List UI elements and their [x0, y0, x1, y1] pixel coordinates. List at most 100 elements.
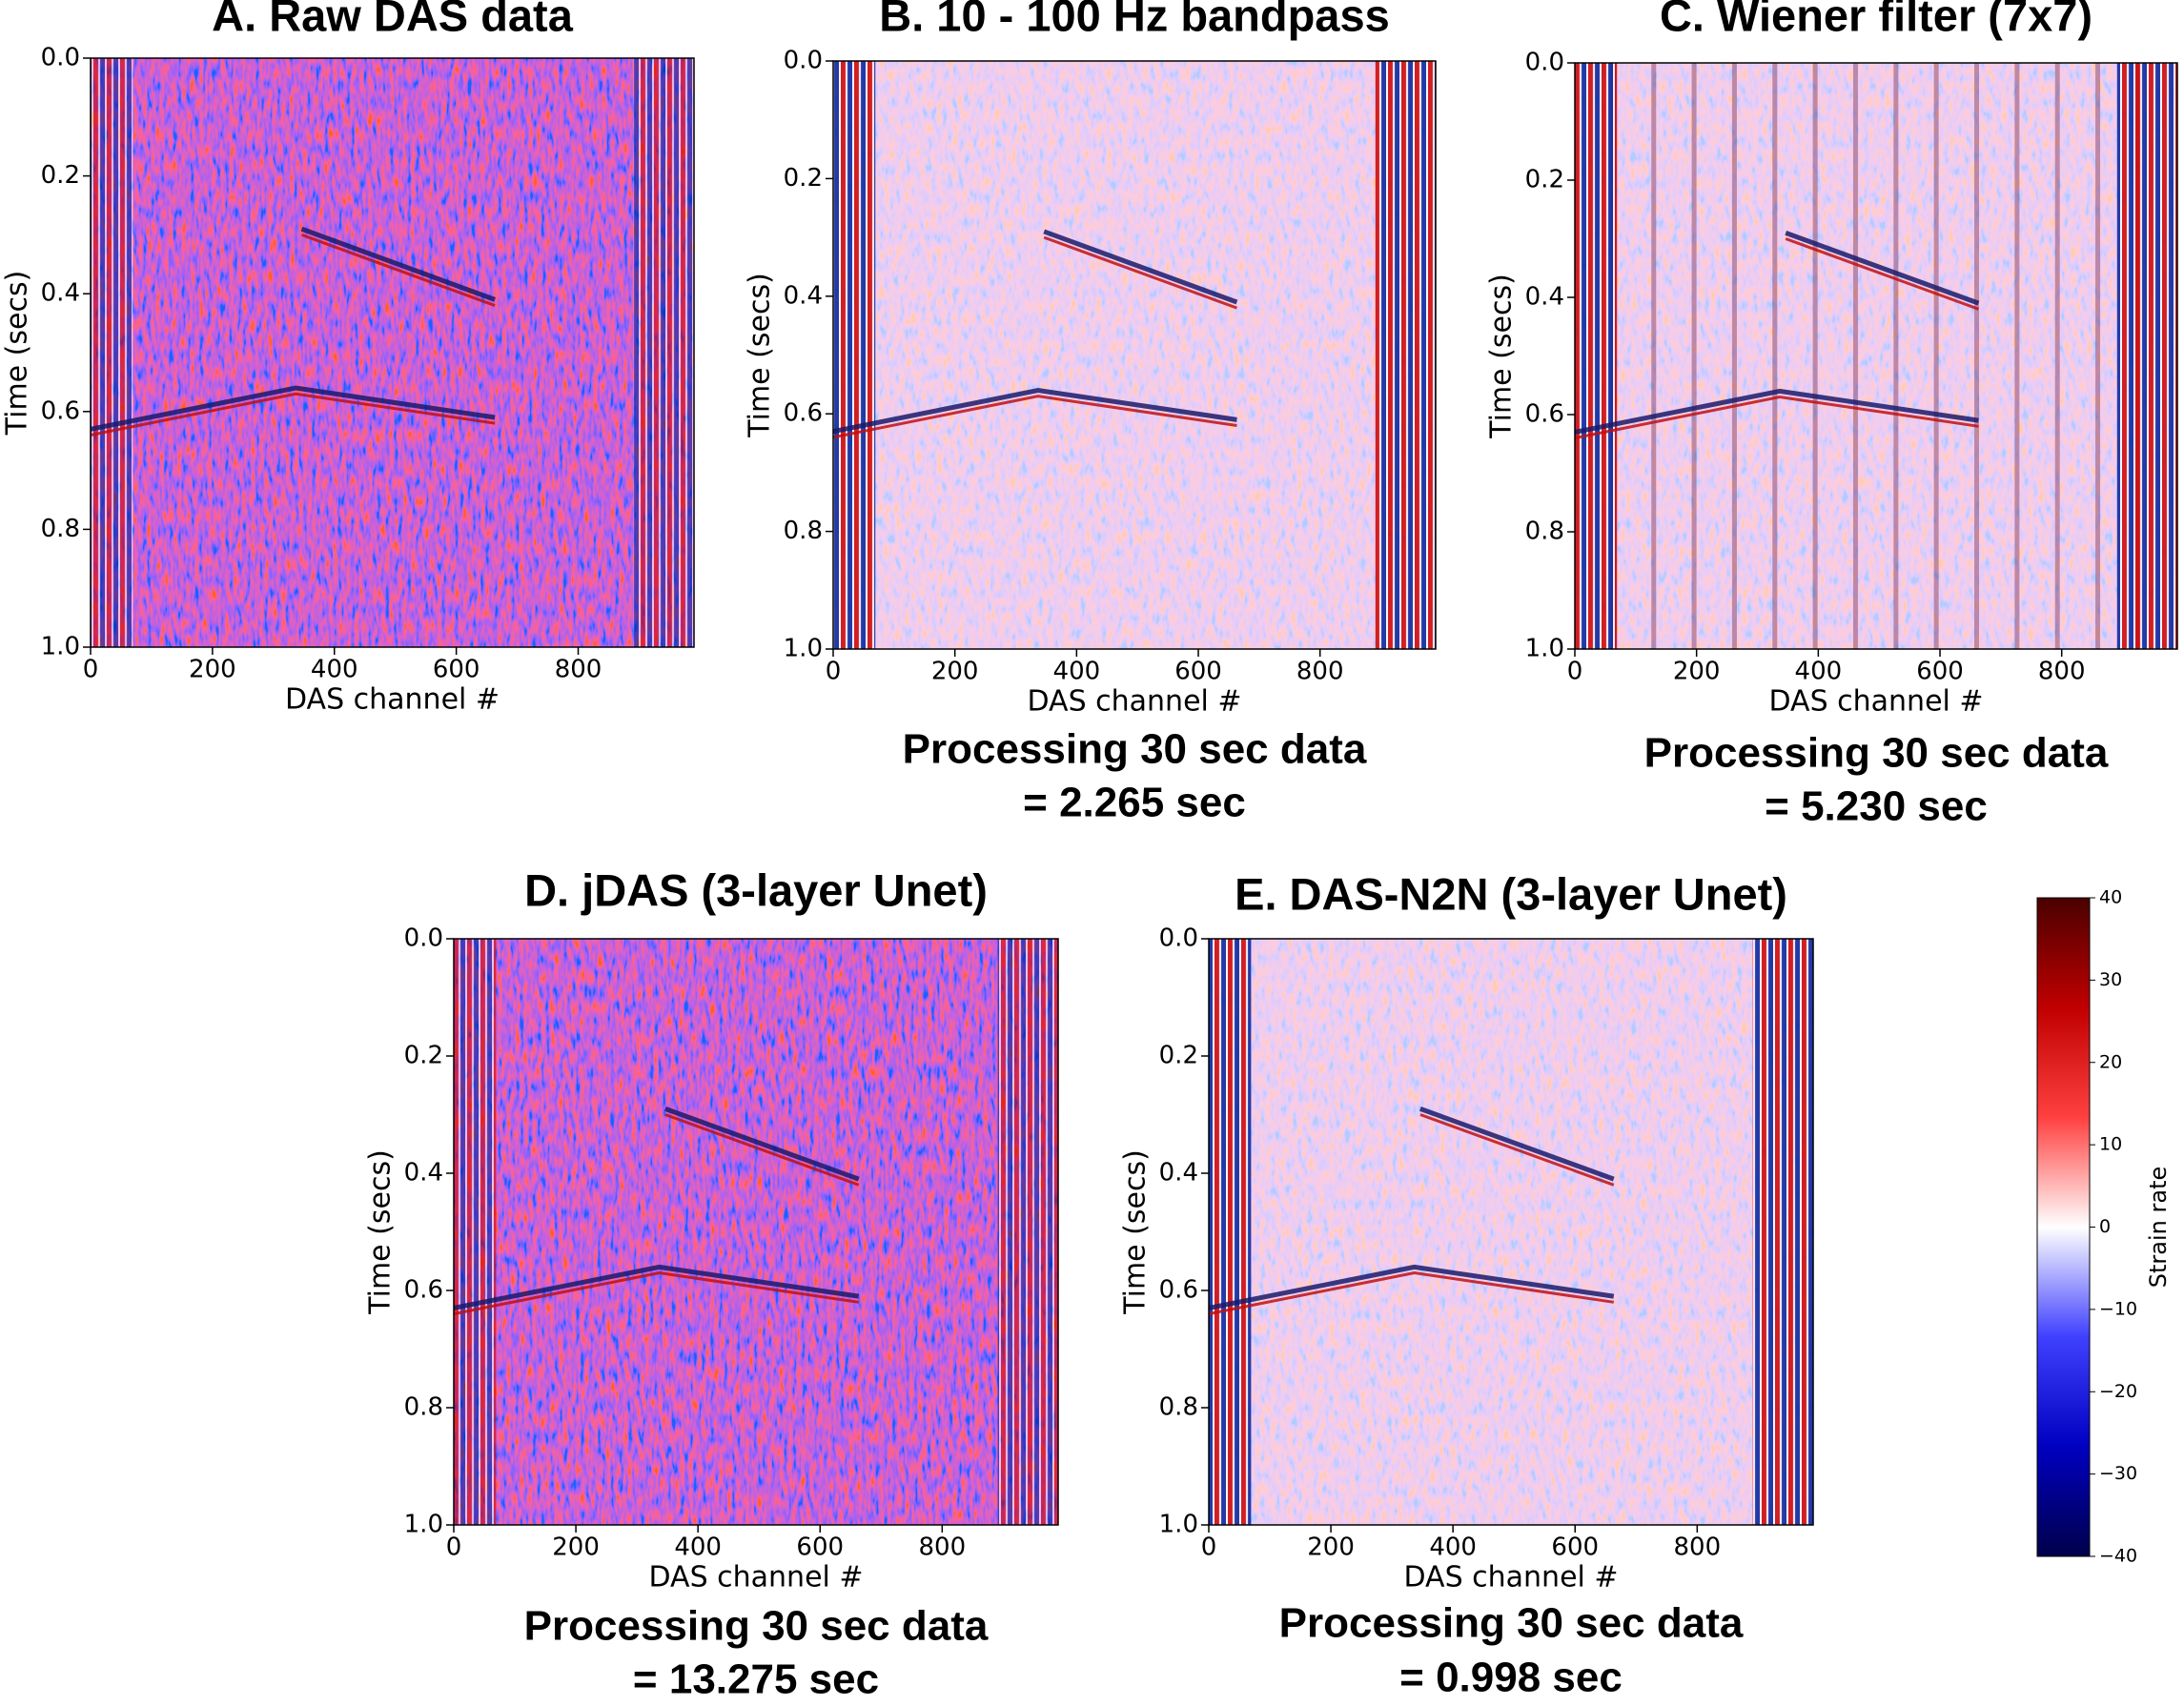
image-event — [664, 1113, 860, 1187]
image-event — [1785, 237, 1979, 311]
image-noise — [1575, 63, 2177, 649]
caption: = 5.230 sec — [1765, 783, 1988, 830]
x-tick-label: 400 — [674, 1533, 722, 1562]
x-tick-label: 0 — [826, 658, 842, 686]
image-event — [1574, 388, 1979, 435]
y-axis-label: Time (secs) — [364, 1149, 398, 1315]
image-noise — [454, 939, 1058, 1525]
panel — [832, 60, 1437, 650]
y-tick-label: 0.4 — [1159, 1159, 1198, 1188]
caption: = 2.265 sec — [1023, 780, 1246, 826]
x-tick-label: 200 — [552, 1533, 600, 1562]
y-tick-label: 1.0 — [404, 1511, 443, 1539]
y-tick-label: 0.4 — [404, 1159, 443, 1188]
image-event — [1043, 229, 1238, 305]
x-tick-label: 800 — [2038, 658, 2086, 686]
panel-title: A. Raw DAS data — [212, 0, 574, 40]
colorbar-tick-label: −30 — [2099, 1463, 2137, 1484]
image-streak — [2014, 63, 2020, 649]
image-edge — [1575, 63, 1618, 649]
colorbar-tick-label: 0 — [2099, 1216, 2111, 1237]
x-tick-label: 400 — [1795, 658, 1843, 686]
image-streak — [2054, 63, 2060, 649]
x-tick-label: 200 — [931, 658, 979, 686]
image-edge — [997, 939, 1058, 1525]
image-event — [1043, 235, 1237, 310]
x-tick-label: 200 — [189, 656, 236, 684]
image-event — [1419, 1107, 1615, 1182]
panel-title: C. Wiener filter (7x7) — [1660, 0, 2092, 40]
y-axis-label: Time (secs) — [744, 273, 777, 438]
x-tick-label: 600 — [1174, 658, 1222, 686]
y-tick-label: 0.6 — [1159, 1276, 1198, 1305]
colorbar-tick-label: 40 — [2099, 887, 2122, 908]
image-edge — [1209, 939, 1252, 1525]
y-tick-label: 0.8 — [1525, 518, 1564, 546]
image-edge — [2116, 63, 2177, 649]
colorbar — [2036, 897, 2091, 1557]
x-tick-label: 600 — [433, 656, 480, 684]
y-tick-label: 0.2 — [1525, 166, 1564, 194]
x-tick-label: 0 — [83, 656, 99, 684]
image-event — [832, 395, 1237, 439]
image-streak — [1974, 63, 1980, 649]
y-axis-label: Time (secs) — [1, 271, 34, 437]
x-axis-label: DAS channel # — [648, 1561, 863, 1594]
image-streak — [1651, 63, 1657, 649]
x-axis-label: DAS channel # — [1768, 685, 1983, 719]
caption: = 0.998 sec — [1399, 1655, 1623, 1701]
image-edge — [454, 939, 497, 1525]
y-tick-label: 0.0 — [1525, 49, 1564, 77]
image-event — [301, 233, 496, 307]
x-tick-label: 200 — [1307, 1533, 1355, 1562]
image-edge — [1752, 939, 1813, 1525]
image-streak — [1731, 63, 1737, 649]
y-tick-label: 1.0 — [1525, 635, 1564, 663]
plot-frame — [1208, 938, 1814, 1526]
panel-title: E. DAS-N2N (3-layer Unet) — [1235, 868, 1787, 919]
image-streak — [1772, 63, 1778, 649]
x-tick-label: 800 — [919, 1533, 967, 1562]
x-tick-label: 0 — [1567, 658, 1583, 686]
y-tick-label: 0.6 — [1525, 400, 1564, 429]
image-edge — [833, 61, 876, 649]
y-tick-label: 0.6 — [784, 399, 823, 428]
image-streak — [1812, 63, 1818, 649]
image-streak — [1691, 63, 1697, 649]
panel — [90, 57, 695, 648]
image-event — [453, 1271, 859, 1316]
image-edge — [91, 58, 133, 647]
image-event — [832, 387, 1237, 435]
image-streak — [2095, 63, 2101, 649]
x-tick-label: 400 — [1429, 1533, 1477, 1562]
plot-frame — [832, 60, 1437, 650]
panel-title: D. jDAS (3-layer Unet) — [524, 864, 988, 915]
image-event — [453, 1264, 860, 1310]
caption: Processing 30 sec data — [524, 1603, 989, 1650]
colorbar-tick-label: −20 — [2099, 1381, 2137, 1402]
x-tick-label: 600 — [1916, 658, 1964, 686]
image-noise — [1209, 939, 1813, 1525]
y-tick-label: 0.4 — [784, 281, 823, 310]
panel — [1208, 938, 1814, 1526]
caption: Processing 30 sec data — [1279, 1600, 1744, 1647]
colorbar-label: Strain rate — [2145, 1167, 2172, 1288]
y-tick-label: 0.0 — [784, 47, 823, 75]
plot-frame — [453, 938, 1059, 1526]
image-event — [90, 385, 496, 432]
image-streak — [1893, 63, 1899, 649]
x-tick-label: 400 — [1053, 658, 1101, 686]
panel — [1574, 62, 2178, 650]
image-noise — [91, 58, 694, 647]
image-streak — [1852, 63, 1858, 649]
colorbar-tick-label: 20 — [2099, 1051, 2122, 1072]
image-event — [1208, 1271, 1614, 1316]
image-event — [1419, 1113, 1615, 1187]
colorbar-tick-label: −40 — [2099, 1546, 2137, 1567]
x-axis-label: DAS channel # — [1403, 1561, 1618, 1594]
x-tick-label: 800 — [1674, 1533, 1722, 1562]
y-tick-label: 0.8 — [1159, 1393, 1198, 1422]
colorbar-tick-label: 10 — [2099, 1134, 2122, 1155]
image-edge — [633, 58, 694, 647]
